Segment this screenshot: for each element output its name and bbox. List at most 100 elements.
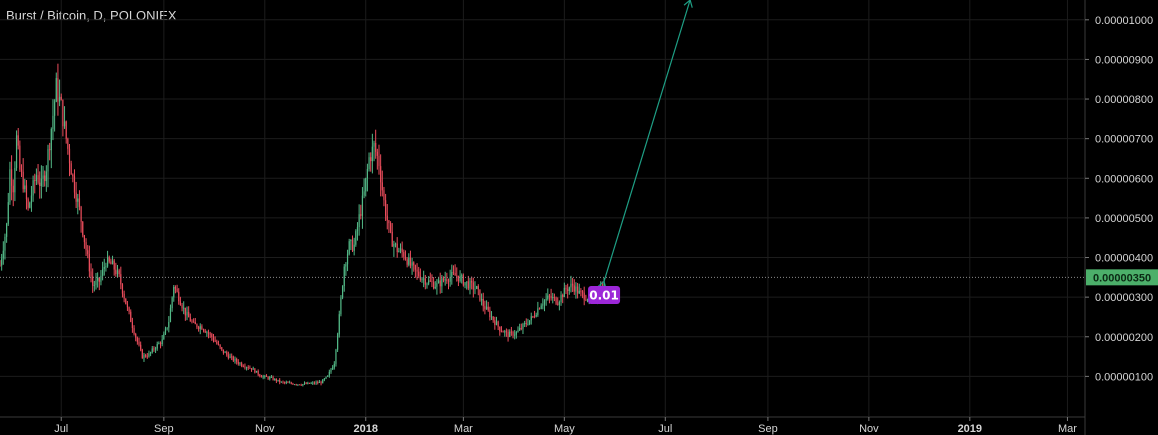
candle-body (350, 240, 352, 242)
candle-body (58, 96, 61, 102)
price-tick-label: 0.00001000 (1095, 15, 1153, 27)
candle-body (545, 298, 547, 301)
candle-body (255, 370, 258, 373)
candle-body (581, 291, 584, 293)
candle-body (348, 241, 350, 254)
candle-body (338, 314, 340, 335)
candle-body (103, 267, 105, 269)
candle-body (552, 297, 554, 299)
candle-body (375, 142, 377, 152)
price-tick-label: 0.00000700 (1095, 134, 1153, 146)
candle-body (563, 287, 565, 298)
candle-body (289, 382, 291, 384)
candle-body (388, 220, 390, 224)
candle-body (570, 283, 572, 288)
price-tick-label: 0.00000300 (1095, 292, 1153, 304)
candle-body (540, 305, 542, 309)
grid-lines (0, 0, 1084, 416)
candle-body (176, 288, 178, 292)
candle-body (500, 331, 503, 333)
candle-body (47, 149, 49, 172)
candle-body (95, 280, 97, 286)
candle-body (259, 374, 261, 377)
candle-body (272, 377, 274, 380)
candle-body (444, 279, 446, 281)
candle-body (302, 384, 304, 386)
candle-body (576, 286, 579, 294)
candle-body (224, 352, 226, 354)
candle-body (20, 169, 23, 172)
candle-body (560, 294, 562, 302)
candle-body (77, 198, 79, 202)
candle-body (558, 301, 560, 305)
candle-body (75, 192, 77, 202)
annotation-text: 0.01 (589, 288, 619, 302)
candle-body (73, 176, 76, 193)
candle-body (424, 278, 426, 285)
candle-body (462, 275, 464, 286)
annotation-box (588, 285, 621, 304)
candle-body (121, 284, 124, 294)
candle-body (464, 282, 466, 286)
candle-body (171, 297, 173, 309)
candle-body (507, 331, 509, 338)
candle-body (221, 347, 223, 350)
candle-body (490, 316, 493, 318)
candle-body (333, 363, 335, 368)
candle-body (148, 353, 150, 357)
candle-body (37, 175, 39, 183)
candle-body (315, 382, 317, 384)
candle-body (472, 282, 474, 290)
candle-body (252, 368, 254, 370)
candle-body (212, 336, 215, 341)
candle-body (236, 358, 238, 362)
candle-body (12, 185, 14, 193)
candle-body (226, 352, 228, 355)
candle-body (34, 180, 36, 182)
candle-body (495, 321, 498, 325)
candle-body (530, 316, 532, 321)
candle-body (426, 283, 428, 285)
candle-body (186, 311, 188, 316)
candle-body (467, 281, 469, 289)
candle-body (201, 326, 203, 330)
candle-body (365, 178, 367, 192)
candle-body (512, 331, 514, 336)
candle-body (497, 321, 499, 327)
candle-body (141, 349, 143, 359)
candle-body (57, 78, 59, 102)
candle-body (70, 163, 72, 175)
candle-body (510, 331, 512, 333)
candle-body (138, 341, 140, 345)
candle-body (131, 321, 133, 329)
candle-body (345, 264, 347, 267)
candle-body (237, 361, 239, 364)
candle-body (565, 287, 567, 290)
candle-body (111, 260, 114, 265)
candle-body (514, 334, 516, 336)
candle-body (586, 299, 589, 301)
candle-body (189, 317, 191, 322)
candle-body (393, 244, 395, 247)
candle-body (83, 235, 86, 243)
candle-body (414, 265, 416, 270)
candle-body (360, 214, 362, 216)
candle-body (318, 382, 321, 383)
candle-body (222, 349, 225, 353)
arrow-tail (597, 280, 605, 287)
candle-body (423, 278, 425, 280)
candle-body (265, 375, 268, 377)
candle-body (485, 306, 488, 310)
candle-body (106, 257, 109, 267)
candle-body (254, 368, 256, 373)
candle-body (120, 274, 122, 285)
candle-body (411, 262, 413, 266)
candle-body (371, 146, 373, 162)
candle-body (502, 331, 504, 333)
candle-body (557, 303, 559, 305)
candle-body (178, 291, 180, 302)
candle-body (45, 171, 47, 182)
candle-body (547, 295, 549, 299)
candle-body (520, 327, 522, 329)
